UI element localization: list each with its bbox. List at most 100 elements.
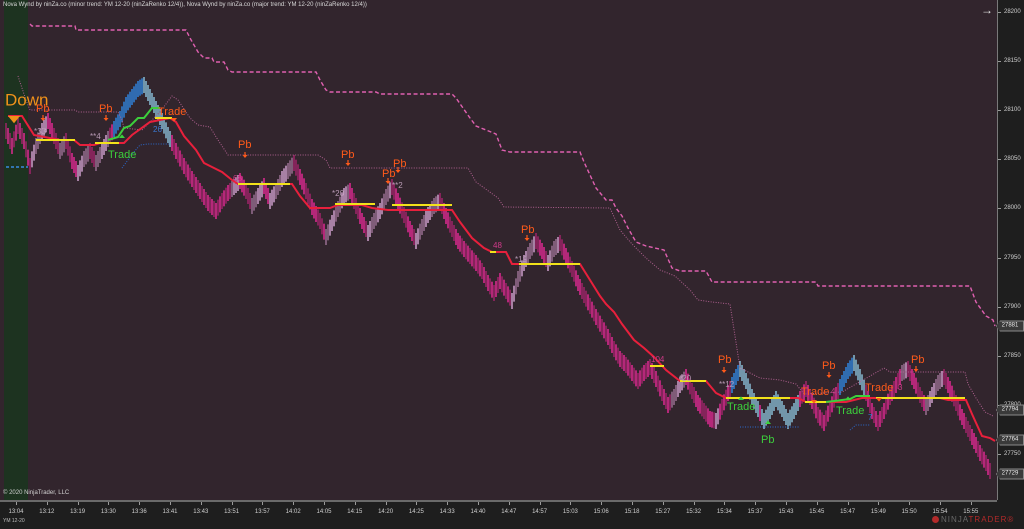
time-label: 14:33	[439, 509, 455, 515]
time-tick	[77, 502, 79, 505]
annotation-down: Down	[5, 90, 48, 109]
pb-down-arrow-icon	[40, 118, 46, 121]
major-trend-line	[29, 23, 996, 327]
annotation-trade-up: Trade	[727, 401, 755, 413]
time-label: 15:03	[562, 509, 578, 515]
time-label: 14:15	[347, 509, 363, 515]
price-label: 28050	[1004, 156, 1021, 163]
pb-down-arrow-icon	[242, 155, 248, 158]
time-tick	[539, 502, 541, 505]
watermark-trader: TRADER®	[968, 515, 1015, 524]
chart-plot-area[interactable]: Down Pb *33 Pb **4 Trade Trade 26 Pb 68 Pb *20 Pb Pb *…	[0, 0, 997, 500]
time-tick	[970, 502, 972, 505]
pb-down-arrow-icon	[103, 118, 109, 121]
time-tick	[786, 502, 787, 505]
annotation-count-red: 48	[493, 241, 502, 250]
price-tick	[998, 453, 1001, 455]
blue-trail-1	[121, 143, 170, 169]
time-tick	[847, 502, 849, 505]
annotation-pb: Pb	[99, 103, 112, 115]
price-tick	[998, 61, 1001, 63]
time-tick	[293, 502, 295, 505]
trade-down-arrow-icon	[171, 118, 177, 122]
time-tick	[570, 502, 572, 505]
price-axis[interactable]: 28200 28150 28100 28050 28000 27950 27900 27850…	[996, 0, 1024, 500]
time-tick	[878, 502, 880, 505]
uptrend-line-1	[107, 107, 160, 141]
time-tick	[940, 502, 941, 505]
time-label: 15:47	[840, 509, 856, 515]
indicator-title: Nova Wynd by ninZa.co (minor trend: YM 1…	[3, 2, 367, 8]
price-label: 27950	[1004, 254, 1021, 261]
time-tick	[354, 502, 356, 505]
time-label: 15:54	[932, 509, 948, 515]
time-label: 13:30	[100, 509, 116, 515]
price-label: 27900	[1004, 303, 1021, 310]
annotation-trade-up: Trade	[108, 149, 136, 161]
price-label: 27750	[1004, 450, 1021, 457]
price-tick	[998, 257, 1001, 259]
time-label: 15:27	[655, 509, 671, 515]
time-tick	[139, 502, 141, 505]
pb-up-arrow-icon	[765, 420, 771, 424]
pb-down-arrow-icon	[826, 375, 832, 378]
time-tick	[724, 502, 726, 505]
time-label: 14:02	[285, 509, 301, 515]
trade-up-arrow-icon	[119, 134, 125, 138]
time-tick	[632, 502, 633, 505]
time-axis[interactable]: 13:04 13:12 13:19 13:30 13:36 13:41 13:43 13:51…	[0, 500, 997, 529]
time-label: 15:34	[716, 509, 732, 515]
watermark-ninja: NINJA	[941, 515, 969, 524]
time-tick	[385, 502, 387, 505]
annotation-pb: Pb	[341, 149, 354, 161]
time-tick	[693, 502, 695, 505]
copyright-text: © 2020 NinjaTrader, LLC	[3, 490, 70, 496]
time-label: 13:57	[254, 509, 270, 515]
annotation-trade-down: Trade	[865, 382, 893, 394]
time-label: 15:37	[747, 509, 763, 515]
annotation-count: *12	[515, 255, 528, 264]
time-tick	[508, 502, 510, 505]
chart-drawing: DownPb*33Pb**4TradeTrade26Pb68Pb*20PbPb*…	[5, 23, 996, 479]
time-label: 15:43	[778, 509, 794, 515]
annotation-count-red: 68	[233, 174, 242, 183]
time-tick	[416, 502, 418, 505]
time-tick	[170, 502, 171, 505]
annotation-count: *20	[332, 189, 345, 198]
time-tick	[478, 502, 479, 505]
price-tick	[998, 159, 1001, 161]
time-label: 13:43	[193, 509, 209, 515]
price-label: 28000	[1004, 205, 1021, 212]
pb-down-arrow-icon	[913, 369, 919, 372]
time-label: 13:12	[39, 509, 55, 515]
annotation-pb: Pb	[382, 168, 395, 180]
price-tick	[998, 208, 1001, 210]
annotation-pb-up: Pb	[761, 434, 774, 446]
time-tick	[231, 502, 233, 505]
time-label: 14:20	[378, 509, 394, 515]
time-tick	[324, 502, 325, 505]
time-label: 15:55	[963, 509, 979, 515]
annotation-count: *33	[34, 127, 47, 136]
time-tick	[447, 502, 449, 505]
time-label: 14:47	[501, 509, 517, 515]
annotation-pb: Pb	[911, 354, 924, 366]
annotation-count-blue: 7	[868, 413, 873, 422]
scroll-to-latest-arrow-icon[interactable]: →	[981, 3, 993, 17]
ninjatrader-watermark: NINJATRADER®	[932, 515, 1014, 524]
price-marker-tag: 27764	[996, 434, 1024, 446]
pb-down-arrow-icon	[345, 163, 351, 166]
down-trend-triangle-icon	[8, 116, 20, 124]
price-label: 28100	[1004, 107, 1021, 114]
annotation-pb: Pb	[238, 139, 251, 151]
time-tick	[662, 502, 664, 505]
price-tick	[998, 110, 1001, 112]
minor-trail-line	[17, 75, 994, 417]
time-tick	[909, 502, 911, 505]
time-label: 15:18	[624, 509, 640, 515]
time-label: 15:32	[686, 509, 702, 515]
annotation-count-red: 3	[898, 383, 903, 392]
instrument-label: YM 12-20	[3, 518, 25, 524]
trend-line	[8, 115, 996, 442]
